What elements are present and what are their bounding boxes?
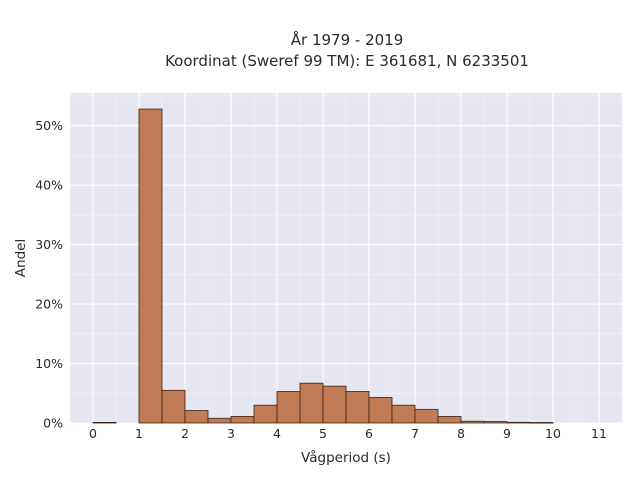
histogram-bar	[92, 422, 117, 424]
x-tick-labels: 0 1 2 3 4 5 6 7 8 9 10 11	[89, 426, 607, 441]
x-tick-label: 1	[135, 426, 143, 441]
histogram-bar	[230, 416, 255, 424]
chart-title-line-2: Koordinat (Sweref 99 TM): E 361681, N 62…	[165, 52, 529, 70]
x-tick-label: 3	[227, 426, 235, 441]
y-tick-label: 10%	[35, 356, 63, 371]
histogram-bar	[460, 420, 485, 424]
histogram-bar	[506, 421, 531, 424]
x-tick-label: 0	[89, 426, 97, 441]
histogram-bar	[207, 417, 232, 424]
histogram-bar	[253, 404, 278, 424]
histogram-bar	[345, 391, 370, 424]
y-axis-title: Andel	[13, 239, 29, 277]
histogram-bar	[391, 404, 416, 424]
histogram-bar	[414, 408, 439, 424]
x-tick-label: 10	[545, 426, 561, 441]
y-tick-label: 30%	[35, 237, 63, 252]
x-tick-label: 7	[411, 426, 419, 441]
bars	[92, 108, 554, 424]
y-tick-label: 0%	[43, 416, 63, 431]
y-tick-label: 20%	[35, 297, 63, 312]
x-tick-label: 5	[319, 426, 327, 441]
x-axis-title: Vågperiod (s)	[301, 449, 391, 466]
x-tick-label: 8	[457, 426, 465, 441]
histogram-bar	[276, 391, 301, 424]
histogram-bar	[322, 385, 347, 424]
histogram-bar	[437, 416, 462, 424]
histogram-bar	[483, 421, 508, 424]
x-tick-label: 6	[365, 426, 373, 441]
x-tick-label: 4	[273, 426, 281, 441]
histogram-bar	[299, 382, 324, 424]
x-tick-label: 11	[591, 426, 607, 441]
y-tick-labels: 0% 10% 20% 30% 40% 50%	[35, 118, 63, 430]
y-tick-label: 40%	[35, 178, 63, 193]
x-tick-label: 2	[181, 426, 189, 441]
histogram-bar	[138, 108, 163, 424]
chart-title-line-1: År 1979 - 2019	[291, 30, 404, 49]
histogram-bar	[529, 422, 554, 424]
histogram-bar	[368, 397, 393, 424]
histogram-bar	[161, 389, 186, 424]
x-tick-label: 9	[503, 426, 511, 441]
y-tick-label: 50%	[35, 118, 63, 133]
histogram-bar	[184, 410, 209, 424]
